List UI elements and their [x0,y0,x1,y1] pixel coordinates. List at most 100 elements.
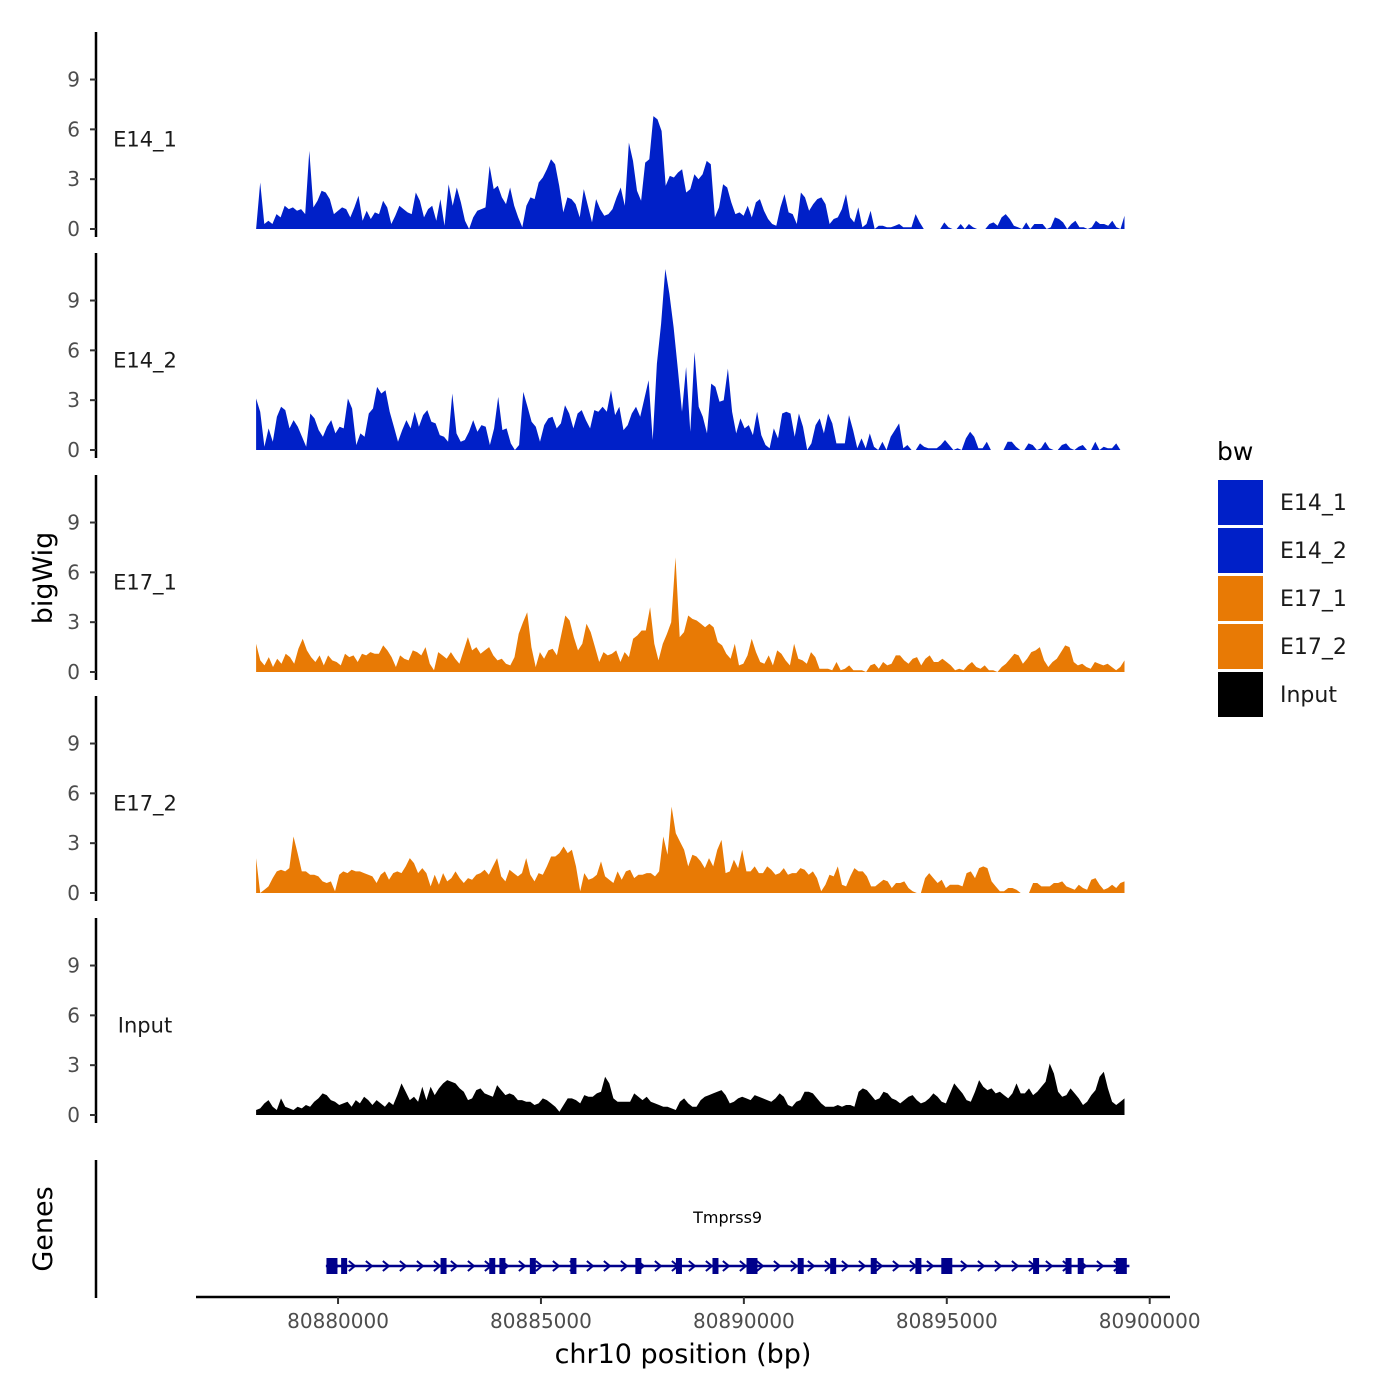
y-tick-label: 3 [67,610,80,634]
coverage-area [256,806,1125,893]
strand-arrow [348,1260,357,1272]
y-tick-label: 6 [67,1003,80,1027]
exon-block [675,1258,682,1274]
strand-arrow [450,1260,459,1272]
exon-block [712,1258,719,1274]
y-axis-title: bigWig [28,532,59,625]
strand-arrow [858,1260,867,1272]
strand-arrow [654,1260,663,1272]
y-tick-label: 0 [67,1103,80,1127]
y-tick-label: 3 [67,167,80,191]
track-label: E17_2 [113,791,177,816]
x-tick-label: 80890000 [693,1309,795,1333]
exon-block [1115,1258,1127,1274]
legend-label: E17_2 [1280,635,1347,660]
strand-arrow [1096,1260,1105,1272]
exon-block [797,1258,804,1274]
strand-arrow [773,1260,782,1272]
strand-arrow [1011,1260,1020,1272]
y-tick-label: 3 [67,831,80,855]
exon-block [941,1258,953,1274]
gene-panel-title: Genes [28,1186,59,1271]
y-tick-label: 6 [67,781,80,805]
strand-arrow [875,1260,884,1272]
legend-title: bw [1217,437,1253,466]
exon-block [529,1258,536,1274]
strand-arrow [926,1260,935,1272]
strand-arrow [603,1260,612,1272]
exon-block [746,1258,758,1274]
strand-arrow [841,1260,850,1272]
y-tick-label: 9 [67,289,80,313]
exon-block [830,1258,837,1274]
exon-block [1033,1258,1040,1274]
exon-block [570,1258,577,1274]
y-tick-label: 6 [67,560,80,584]
x-axis: 80880000 80885000 80890000 80895000 80900000 [196,1295,1201,1333]
strand-arrow [620,1260,629,1272]
exon-block [489,1258,496,1274]
x-axis-ticks: 80880000 80885000 80890000 80895000 80900000 [287,1297,1201,1333]
y-tick-label: 9 [67,511,80,535]
y-tick-label: 9 [67,68,80,92]
legend-label: Input [1280,683,1337,708]
strand-arrow [756,1260,765,1272]
legend-label: E17_1 [1280,587,1347,612]
legend-item-input: Input [1218,672,1337,717]
track-e14-2: 0 3 6 9 E14_2 [67,253,1125,462]
gene-model: Tmprss9 [325,1208,1130,1274]
y-tick-label: 6 [67,338,80,362]
legend-label: E14_2 [1280,539,1347,564]
coverage-area [256,1063,1125,1115]
gene-annotations: Tmprss9 [325,1208,1130,1274]
x-tick-label: 80885000 [490,1309,592,1333]
legend-item-e14-2: E14_2 [1218,528,1347,573]
y-tick-label: 0 [67,438,80,462]
x-axis-title: chr10 position (bp) [555,1339,812,1370]
strand-arrow [416,1260,425,1272]
exon-block [440,1258,447,1274]
x-tick-label: 80880000 [287,1309,389,1333]
coverage-area [256,269,1125,450]
track-label: E14_2 [113,348,177,373]
exon-block [635,1258,642,1274]
coverage-area [256,557,1125,672]
strand-arrow [552,1260,561,1272]
strand-arrow [535,1260,544,1272]
track-e14-1: 0 3 6 9 E14_1 [67,32,1125,241]
exon-block [870,1258,877,1274]
y-tick-label: 3 [67,1053,80,1077]
strand-arrow [722,1260,731,1272]
strand-arrow [467,1260,476,1272]
strand-arrow [790,1260,799,1272]
y-tick-label: 9 [67,732,80,756]
legend-swatch [1218,480,1263,525]
legend-item-e17-2: E17_2 [1218,624,1347,669]
legend-swatch [1218,576,1263,621]
exon-block [1065,1258,1072,1274]
y-tick-label: 6 [67,117,80,141]
exon-block [1077,1258,1084,1274]
x-tick-label: 80895000 [896,1309,998,1333]
strand-arrow [518,1260,527,1272]
track-label: Input [118,1013,172,1037]
exon-block [499,1258,506,1274]
strand-arrow [960,1260,969,1272]
strand-arrow [739,1260,748,1272]
legend-swatch [1218,528,1263,573]
x-tick-label: 80900000 [1099,1309,1201,1333]
legend-entries: E14_1 E14_2 E17_1 E17_2 Input [1218,480,1347,717]
legend-item-e17-1: E17_1 [1218,576,1347,621]
strand-arrow [365,1260,374,1272]
y-tick-label: 0 [67,217,80,241]
strand-arrow [892,1260,901,1272]
y-tick-label: 9 [67,954,80,978]
legend-item-e14-1: E14_1 [1218,480,1347,525]
strand-arrow [688,1260,697,1272]
gene-panel: Tmprss9 [94,1160,1130,1298]
strand-arrow [705,1260,714,1272]
strand-arrow [977,1260,986,1272]
strand-arrow [433,1260,442,1272]
strand-arrow [586,1260,595,1272]
